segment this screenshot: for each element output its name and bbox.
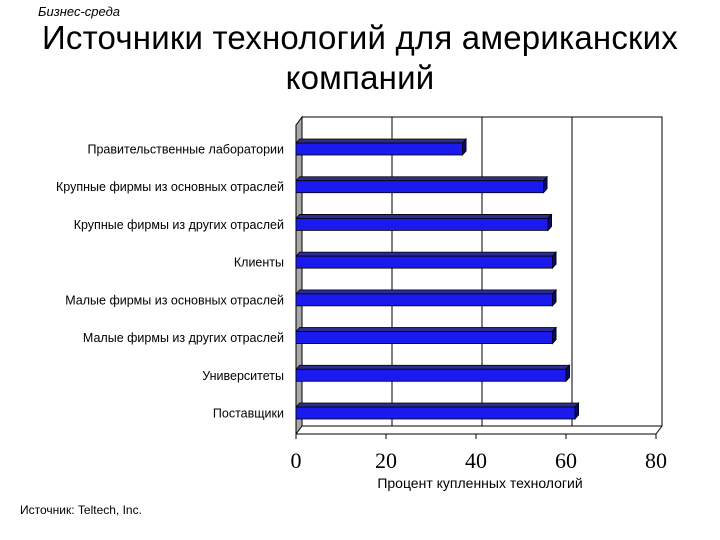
slide-title-line-2: компаний bbox=[285, 59, 435, 96]
bar-top-4 bbox=[295, 289, 557, 295]
bar-top-6 bbox=[295, 364, 571, 370]
bar-1 bbox=[295, 180, 544, 194]
bar-4 bbox=[295, 293, 553, 307]
bar-6 bbox=[295, 368, 567, 382]
bar-7 bbox=[295, 406, 576, 420]
x-tick-label: 20 bbox=[375, 448, 397, 473]
bar-0 bbox=[295, 142, 463, 156]
category-label: Правительственные лаборатории bbox=[87, 143, 284, 157]
category-label: Крупные фирмы из основных отраслей bbox=[56, 180, 284, 194]
section-label: Бизнес-среда bbox=[38, 4, 121, 19]
x-tick-label: 80 bbox=[645, 448, 667, 473]
source-note: Источник: Teltech, Inc. bbox=[20, 503, 142, 517]
bar-top-0 bbox=[295, 138, 467, 144]
bar-top-7 bbox=[295, 402, 580, 408]
category-label: Малые фирмы из основных отраслей bbox=[65, 293, 284, 307]
slide-title: Источники технологий для американских ко… bbox=[0, 18, 720, 98]
bar-top-3 bbox=[295, 251, 557, 257]
side-wall bbox=[295, 115, 303, 436]
category-label: Крупные фирмы из других отраслей bbox=[74, 218, 284, 232]
category-label: Поставщики bbox=[213, 407, 284, 421]
x-axis-title: Процент купленных технологий bbox=[377, 475, 582, 491]
category-label: Малые фирмы из других отраслей bbox=[83, 331, 284, 345]
bar-3 bbox=[295, 255, 553, 269]
x-tick-label: 60 bbox=[555, 448, 577, 473]
category-label: Клиенты bbox=[234, 256, 284, 270]
category-label: Университеты bbox=[202, 369, 284, 383]
bar-5 bbox=[295, 331, 553, 344]
x-tick-label: 40 bbox=[465, 448, 487, 473]
slide-title-line-1: Источники технологий для американских bbox=[42, 19, 678, 56]
floor-edge bbox=[655, 425, 663, 435]
bar-top-1 bbox=[295, 176, 548, 182]
bar-top-2 bbox=[295, 214, 553, 219]
bar-2 bbox=[295, 218, 549, 231]
bar-top-5 bbox=[295, 327, 557, 332]
x-tick-label: 0 bbox=[291, 448, 302, 473]
